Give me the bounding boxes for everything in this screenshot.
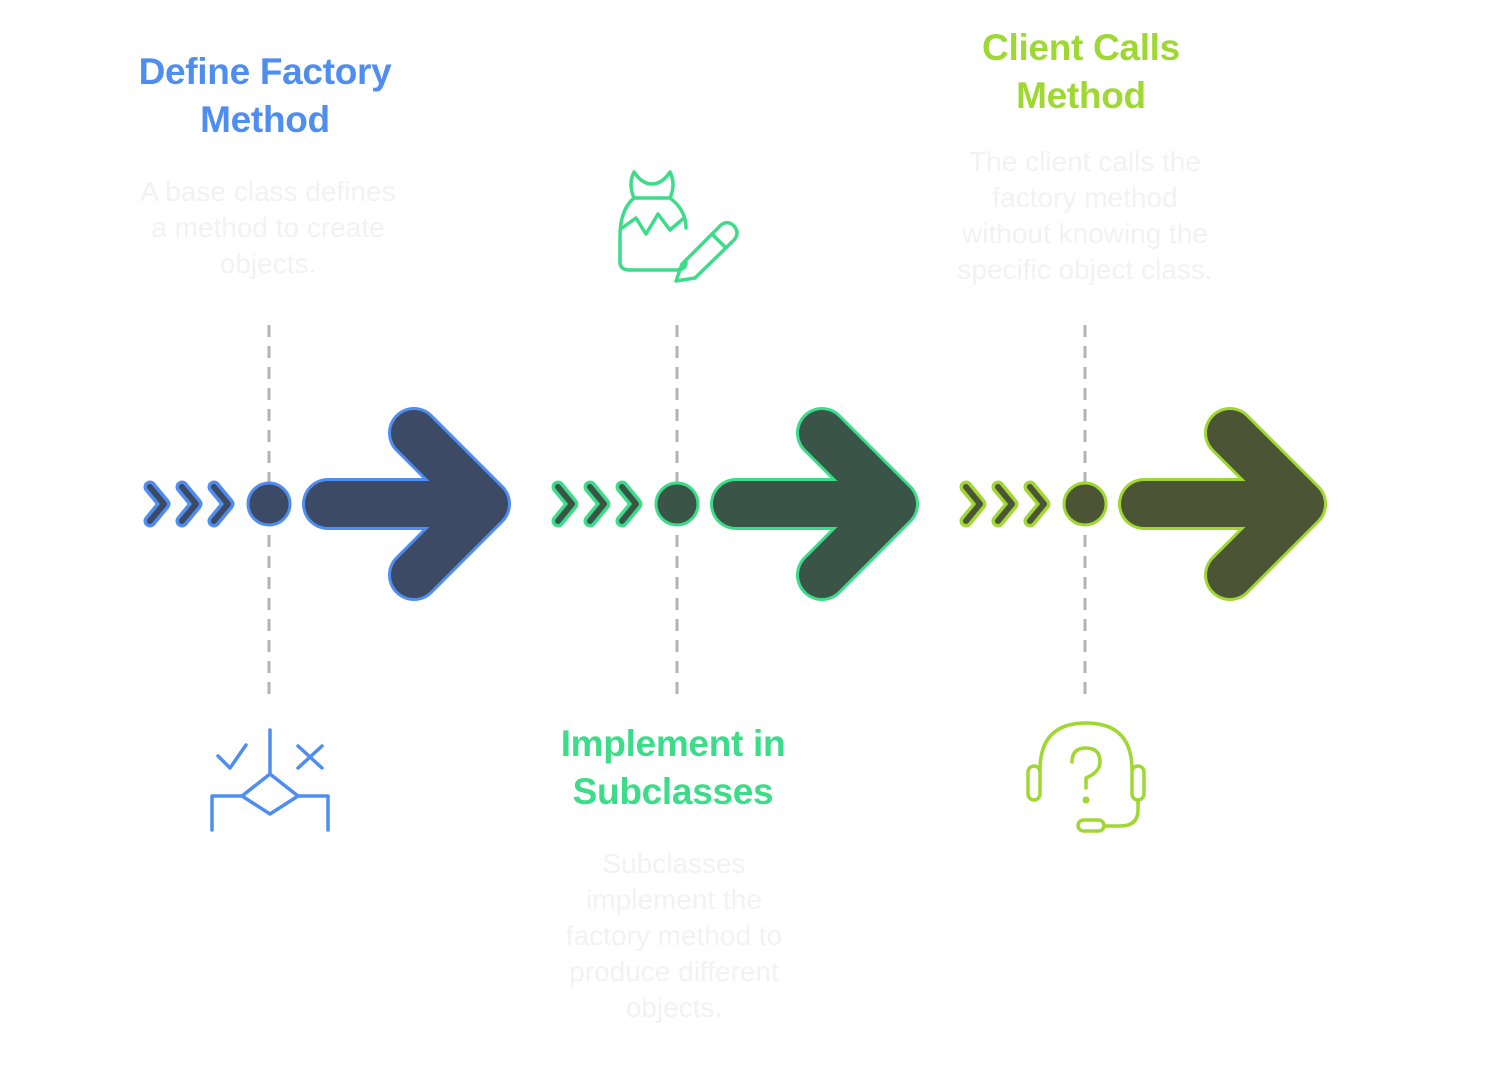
step-3-description: The client calls the factory method with… bbox=[957, 146, 1213, 285]
step-2-arrow bbox=[710, 407, 919, 601]
question-headset-icon bbox=[1026, 721, 1146, 833]
step-2-title: Implement in Subclasses bbox=[560, 723, 786, 812]
step-1-node bbox=[246, 481, 292, 527]
step-1-chevrons-icon bbox=[143, 480, 235, 528]
step-2-description: Subclasses implement the factory method … bbox=[565, 848, 783, 1023]
step-1-description: A base class defines a method to create … bbox=[140, 176, 396, 279]
decision-diagram-icon bbox=[210, 728, 330, 832]
step-2-node bbox=[654, 481, 700, 527]
step-2 bbox=[551, 170, 919, 700]
step-3-node bbox=[1062, 481, 1108, 527]
step-1-title: Define Factory Method bbox=[138, 51, 392, 140]
step-1-arrow bbox=[302, 407, 511, 601]
step-1 bbox=[143, 325, 511, 832]
custom-bag-pencil-icon bbox=[618, 170, 739, 283]
step-3-title: Client Calls Method bbox=[982, 27, 1180, 116]
step-3-chevrons-icon bbox=[959, 480, 1051, 528]
step-3 bbox=[959, 325, 1327, 833]
step-3-arrow bbox=[1118, 407, 1327, 601]
step-2-chevrons-icon bbox=[551, 480, 643, 528]
